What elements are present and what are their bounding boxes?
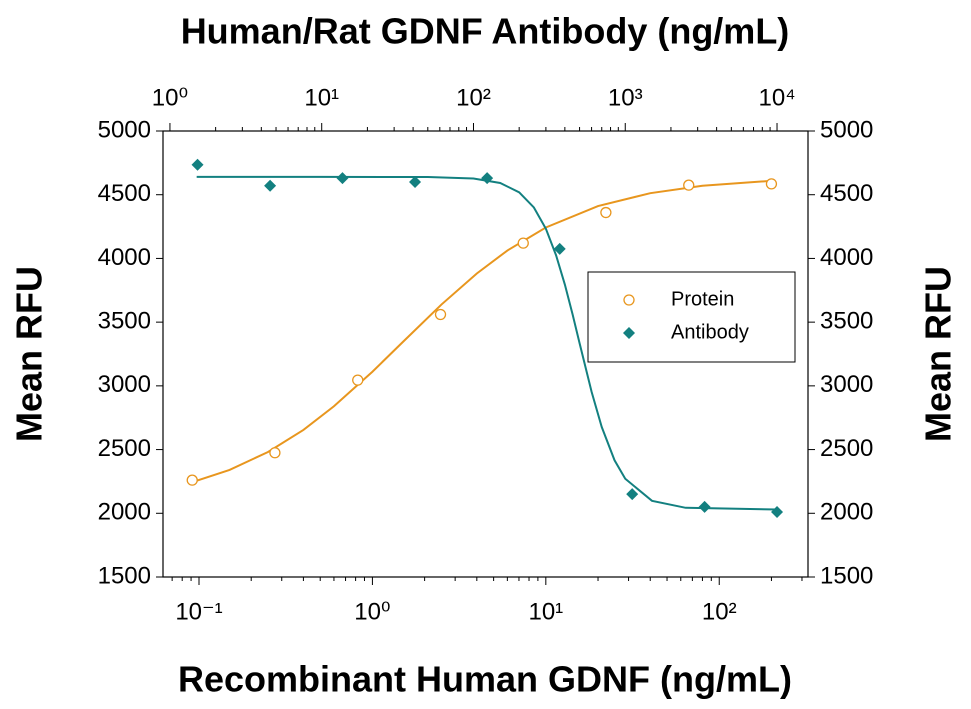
y-tick-label: 4000 bbox=[98, 244, 151, 271]
y-tick-label: 3500 bbox=[98, 307, 151, 334]
xticks-tick-label: 10² bbox=[702, 598, 737, 625]
y2-axis-label: Mean RFU bbox=[918, 266, 959, 442]
data-point bbox=[336, 172, 349, 185]
fit-curve bbox=[196, 175, 778, 511]
legend-box bbox=[587, 271, 796, 363]
data-point bbox=[698, 500, 711, 513]
plot-frame bbox=[162, 130, 809, 578]
y-tick-label: 4500 bbox=[98, 180, 151, 207]
y-tick-label: 2000 bbox=[98, 499, 151, 526]
x2ticks-tick-label: 10⁰ bbox=[152, 84, 188, 111]
x2ticks-tick-label: 10³ bbox=[608, 84, 643, 111]
legend-label: Antibody bbox=[671, 321, 749, 343]
xticks-tick-label: 10⁻¹ bbox=[175, 598, 222, 625]
data-point bbox=[352, 374, 364, 386]
data-point bbox=[434, 308, 447, 321]
y-tick-label: 1500 bbox=[98, 562, 151, 589]
data-point bbox=[553, 242, 566, 255]
data-point bbox=[600, 206, 612, 219]
data-point bbox=[186, 474, 198, 486]
y2-tick-label: 2500 bbox=[820, 435, 873, 462]
y2-tick-label: 1500 bbox=[820, 562, 873, 589]
data-point bbox=[626, 488, 639, 501]
legend-marker bbox=[623, 327, 635, 339]
y2-tick-label: 3000 bbox=[820, 371, 873, 398]
x2ticks-tick-label: 10¹ bbox=[304, 84, 339, 111]
data-point bbox=[264, 179, 277, 192]
data-point bbox=[481, 172, 494, 185]
data-point bbox=[269, 447, 281, 459]
data-point bbox=[191, 158, 204, 171]
data-point bbox=[409, 175, 422, 188]
data-point bbox=[765, 178, 778, 190]
y2-tick-label: 4000 bbox=[820, 244, 873, 271]
y2-tick-label: 3500 bbox=[820, 307, 873, 334]
xticks-tick-label: 10⁰ bbox=[354, 598, 390, 625]
data-point bbox=[771, 506, 784, 519]
y2-tick-label: 5000 bbox=[820, 116, 873, 143]
y-tick-label: 2500 bbox=[98, 435, 151, 462]
fit-curve bbox=[190, 179, 772, 484]
y2-tick-label: 2000 bbox=[820, 499, 873, 526]
y-tick-label: 3000 bbox=[98, 371, 151, 398]
legend-marker bbox=[623, 294, 635, 306]
legend-label: Protein bbox=[671, 288, 734, 310]
x2ticks-tick-label: 10⁴ bbox=[759, 84, 796, 111]
x2ticks-tick-label: 10² bbox=[456, 84, 491, 111]
y-axis-label: Mean RFU bbox=[9, 266, 50, 442]
y2-tick-label: 4500 bbox=[820, 180, 873, 207]
chart-title: Human/Rat GDNF Antibody (ng/mL) bbox=[181, 11, 790, 52]
xticks-tick-label: 10¹ bbox=[528, 598, 563, 625]
data-point bbox=[683, 179, 695, 191]
data-point bbox=[517, 237, 529, 249]
y-tick-label: 5000 bbox=[98, 116, 151, 143]
x-axis-label: Recombinant Human GDNF (ng/mL) bbox=[178, 659, 792, 700]
